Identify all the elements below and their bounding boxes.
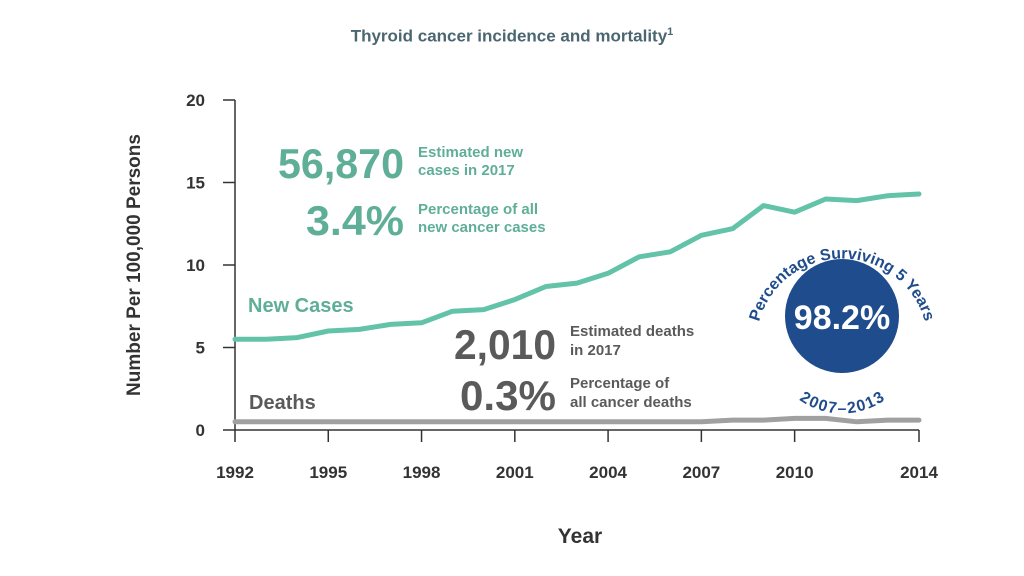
survival-period: 2007–2013: [797, 389, 888, 418]
x-tick-label: 2001: [496, 463, 534, 482]
deaths-count-label-2: in 2017: [570, 342, 621, 359]
x-tick-label: 2010: [776, 463, 814, 482]
deaths-pct-label-2: all cancer deaths: [570, 394, 692, 411]
x-axis-label: Year: [558, 525, 602, 548]
series-label-deaths: Deaths: [249, 392, 316, 414]
series-label-new-cases: New Cases: [248, 295, 354, 317]
new-cases-pct-label-1: Percentage of all: [418, 201, 538, 218]
x-tick-label: 2014: [900, 463, 938, 482]
new-cases-count: 56,870: [278, 140, 404, 187]
deaths-pct: 0.3%: [460, 372, 556, 419]
y-tick-label: 20: [186, 91, 205, 110]
deaths-count: 2,010: [454, 321, 556, 368]
new-cases-count-label-1: Estimated new: [418, 144, 523, 161]
survival-badge: 98.2% Percentage Surviving 5 Years 2007–…: [747, 245, 938, 417]
y-tick-label: 0: [196, 421, 205, 440]
new-cases-count-label-2: cases in 2017: [418, 162, 515, 179]
y-tick-label: 10: [186, 256, 205, 275]
survival-value: 98.2%: [794, 299, 890, 337]
new-cases-pct: 3.4%: [306, 197, 404, 244]
title-footnote: 1: [667, 26, 674, 38]
y-tick-label: 15: [186, 174, 205, 193]
survival-circle: [785, 259, 899, 373]
x-tick-label: 1992: [216, 463, 254, 482]
x-tick-label: 1998: [403, 463, 441, 482]
deaths-pct-label-1: Percentage of: [570, 375, 670, 392]
series: [232, 191, 922, 425]
x-tick-label: 1995: [309, 463, 347, 482]
deaths-line: [232, 415, 922, 425]
deaths-count-label-1: Estimated deaths: [570, 323, 694, 340]
chart-title: Thyroid cancer incidence and mortality1: [350, 26, 674, 46]
x-tick-label: 2004: [589, 463, 627, 482]
y-axis-label: Number Per 100,000 Persons: [124, 134, 145, 396]
new-cases-line: [232, 191, 922, 342]
y-tick-label: 5: [196, 339, 205, 358]
x-tick-label: 2007: [682, 463, 720, 482]
new-cases-pct-label-2: new cancer cases: [418, 219, 546, 236]
ticks: 0 5 10 15 20 1992 1995 1998 2001 2004 2007 2010 2014: [186, 91, 938, 482]
